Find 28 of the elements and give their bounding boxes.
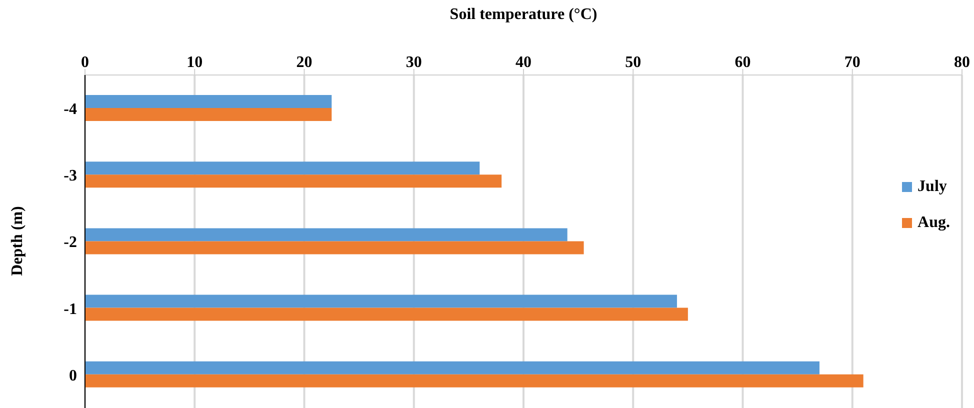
legend-label: July	[918, 178, 947, 196]
bar	[85, 241, 584, 254]
x-tick-label: 40	[516, 54, 532, 71]
bar	[85, 162, 480, 175]
x-tick-label: 70	[844, 54, 860, 71]
legend-label: Aug.	[918, 214, 950, 232]
bar	[85, 361, 820, 374]
x-tick-label: 0	[81, 54, 89, 71]
bar	[85, 95, 332, 108]
y-tick-label: -1	[64, 300, 77, 318]
x-axis-title: Soil temperature (°C)	[448, 6, 598, 24]
y-tick-label: -4	[64, 100, 77, 118]
bar	[85, 108, 332, 121]
bar	[85, 174, 502, 188]
bar	[85, 308, 688, 321]
x-tick-label: 30	[406, 54, 422, 71]
y-tick-label: -2	[64, 234, 77, 252]
y-axis-title: Depth (m)	[9, 206, 27, 276]
bar	[85, 228, 568, 242]
x-tick-label: 10	[186, 54, 203, 71]
x-tick-label: 60	[734, 54, 751, 71]
bar	[85, 374, 864, 388]
x-tick-label: 20	[296, 54, 312, 71]
y-tick-label: 0	[69, 367, 77, 384]
bar	[85, 294, 677, 308]
x-tick-label: 80	[954, 54, 970, 71]
y-tick-label: -3	[64, 168, 77, 185]
x-tick-label: 50	[625, 54, 642, 71]
